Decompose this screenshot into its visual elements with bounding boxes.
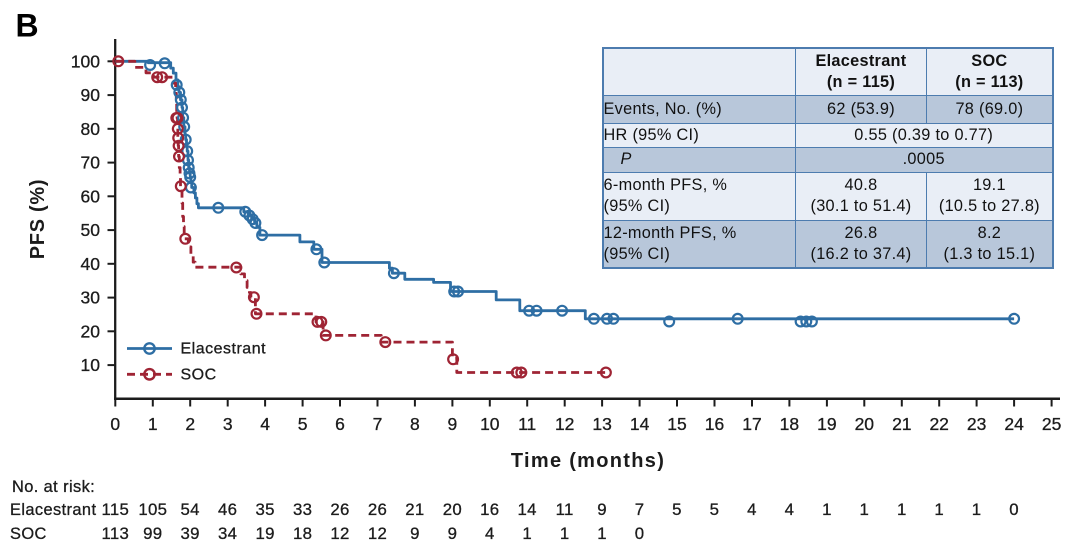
svg-text:26: 26 bbox=[330, 500, 349, 519]
svg-text:26: 26 bbox=[368, 500, 387, 519]
svg-text:18: 18 bbox=[780, 414, 799, 434]
svg-text:12: 12 bbox=[368, 524, 387, 543]
svg-text:40: 40 bbox=[81, 254, 101, 274]
svg-text:15: 15 bbox=[667, 414, 686, 434]
svg-text:0: 0 bbox=[1009, 500, 1019, 519]
svg-text:30: 30 bbox=[81, 288, 101, 308]
svg-text:34: 34 bbox=[218, 524, 237, 543]
svg-text:24: 24 bbox=[1004, 414, 1024, 434]
svg-text:54: 54 bbox=[181, 500, 200, 519]
svg-text:7: 7 bbox=[635, 500, 645, 519]
svg-text:SOC: SOC bbox=[181, 366, 217, 383]
svg-text:7: 7 bbox=[373, 414, 383, 434]
svg-text:6: 6 bbox=[335, 414, 345, 434]
svg-text:115: 115 bbox=[101, 500, 129, 519]
svg-text:10: 10 bbox=[81, 355, 101, 375]
svg-text:50: 50 bbox=[81, 220, 101, 240]
svg-text:90: 90 bbox=[81, 85, 101, 105]
svg-text:1: 1 bbox=[560, 524, 570, 543]
svg-text:Time (months): Time (months) bbox=[511, 450, 665, 472]
svg-text:Elacestrant: Elacestrant bbox=[181, 341, 267, 358]
svg-text:100: 100 bbox=[71, 51, 100, 71]
svg-text:Elacestrant: Elacestrant bbox=[10, 501, 96, 519]
svg-text:39: 39 bbox=[181, 524, 200, 543]
svg-text:23: 23 bbox=[967, 414, 986, 434]
svg-text:PFS (%): PFS (%) bbox=[27, 179, 49, 259]
svg-text:5: 5 bbox=[298, 414, 308, 434]
svg-text:12: 12 bbox=[555, 414, 574, 434]
svg-text:No. at risk:: No. at risk: bbox=[12, 478, 95, 496]
svg-text:1: 1 bbox=[897, 500, 907, 519]
svg-text:19: 19 bbox=[255, 524, 274, 543]
svg-text:1: 1 bbox=[148, 414, 158, 434]
svg-text:9: 9 bbox=[448, 524, 458, 543]
svg-text:60: 60 bbox=[81, 186, 101, 206]
svg-text:18: 18 bbox=[293, 524, 312, 543]
svg-text:17: 17 bbox=[742, 414, 761, 434]
svg-text:9: 9 bbox=[448, 414, 458, 434]
svg-text:14: 14 bbox=[518, 500, 537, 519]
svg-text:12: 12 bbox=[330, 524, 349, 543]
svg-text:1: 1 bbox=[972, 500, 982, 519]
svg-text:13: 13 bbox=[592, 414, 611, 434]
svg-text:1: 1 bbox=[859, 500, 869, 519]
svg-text:3: 3 bbox=[223, 414, 233, 434]
svg-text:0: 0 bbox=[110, 414, 120, 434]
svg-text:8: 8 bbox=[410, 414, 420, 434]
svg-text:4: 4 bbox=[485, 524, 495, 543]
svg-text:35: 35 bbox=[255, 500, 274, 519]
svg-text:4: 4 bbox=[260, 414, 270, 434]
svg-text:21: 21 bbox=[892, 414, 911, 434]
svg-text:1: 1 bbox=[597, 524, 607, 543]
svg-text:113: 113 bbox=[101, 524, 129, 543]
svg-text:20: 20 bbox=[81, 321, 101, 341]
svg-text:21: 21 bbox=[405, 500, 424, 519]
svg-text:16: 16 bbox=[480, 500, 499, 519]
svg-text:99: 99 bbox=[143, 524, 162, 543]
svg-text:1: 1 bbox=[822, 500, 832, 519]
svg-text:11: 11 bbox=[518, 414, 536, 434]
svg-text:B: B bbox=[16, 8, 39, 44]
svg-text:16: 16 bbox=[705, 414, 724, 434]
svg-text:70: 70 bbox=[81, 153, 101, 173]
svg-text:1: 1 bbox=[522, 524, 532, 543]
svg-text:9: 9 bbox=[410, 524, 420, 543]
svg-text:105: 105 bbox=[138, 500, 167, 519]
svg-text:SOC: SOC bbox=[10, 525, 47, 543]
svg-text:9: 9 bbox=[597, 500, 607, 519]
svg-text:22: 22 bbox=[929, 414, 948, 434]
svg-text:10: 10 bbox=[480, 414, 500, 434]
svg-text:25: 25 bbox=[1042, 414, 1061, 434]
svg-text:0: 0 bbox=[635, 524, 645, 543]
svg-text:20: 20 bbox=[443, 500, 462, 519]
svg-text:4: 4 bbox=[747, 500, 757, 519]
svg-text:5: 5 bbox=[672, 500, 682, 519]
svg-text:5: 5 bbox=[710, 500, 720, 519]
svg-text:11: 11 bbox=[556, 500, 574, 519]
svg-text:46: 46 bbox=[218, 500, 237, 519]
svg-text:14: 14 bbox=[630, 414, 650, 434]
svg-text:1: 1 bbox=[934, 500, 944, 519]
svg-text:4: 4 bbox=[785, 500, 795, 519]
svg-text:80: 80 bbox=[81, 119, 101, 139]
svg-text:19: 19 bbox=[817, 414, 836, 434]
svg-text:2: 2 bbox=[185, 414, 195, 434]
svg-text:33: 33 bbox=[293, 500, 312, 519]
svg-text:20: 20 bbox=[855, 414, 875, 434]
